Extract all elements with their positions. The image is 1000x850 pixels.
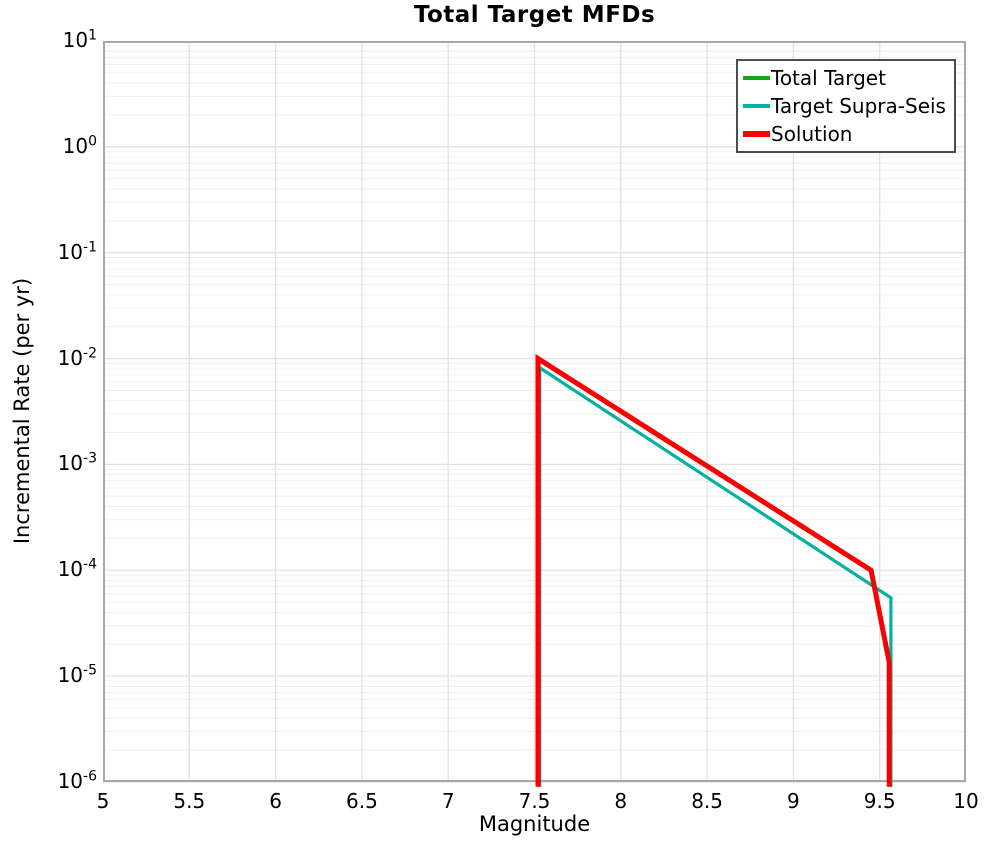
- y-tick-label: 101: [62, 27, 97, 52]
- x-tick-label: 6.5: [345, 789, 378, 813]
- legend-item-target-supra-seis: Target Supra-Seis: [743, 92, 946, 120]
- chart-title: Total Target MFDs: [413, 2, 656, 28]
- x-tick-label: 6: [269, 789, 282, 813]
- legend-label: Solution: [771, 122, 853, 146]
- y-tick-label: 10-4: [57, 556, 97, 582]
- legend-item-total-target: Total Target: [743, 64, 946, 92]
- legend-label: Target Supra-Seis: [771, 94, 946, 118]
- y-axis-label: Incremental Rate (per yr): [10, 277, 34, 545]
- y-tick-label: 10-1: [57, 239, 97, 264]
- y-tick-label: 100: [62, 133, 97, 158]
- legend-item-solution: Solution: [743, 120, 946, 148]
- legend-swatch: [743, 104, 770, 108]
- legend-label: Total Target: [771, 66, 886, 90]
- series-total-target: [538, 364, 893, 787]
- x-tick-label: 5.5: [173, 789, 206, 813]
- legend: Total Target Target Supra-Seis Solution: [736, 59, 956, 153]
- legend-swatch: [743, 76, 770, 80]
- y-tick-label: 10-2: [57, 344, 97, 370]
- x-axis-label: Magnitude: [478, 812, 591, 836]
- x-tick-label: 5: [96, 789, 110, 813]
- series-target-supra-seis: [538, 364, 893, 787]
- x-tick-label: 8.5: [691, 789, 723, 813]
- plot-border: [103, 41, 966, 782]
- y-tick-label: 10-5: [57, 662, 97, 688]
- series-solution: [535, 354, 892, 787]
- x-tick-label: 8: [614, 789, 628, 813]
- y-tick-label: 10-6: [57, 768, 97, 793]
- x-tick-label: 10: [953, 789, 979, 813]
- y-tick-label: 10-3: [57, 450, 97, 476]
- x-tick-label: 7: [441, 789, 455, 813]
- legend-swatch: [743, 131, 770, 137]
- x-tick-label: 9.5: [863, 789, 896, 813]
- x-tick-label: 7.5: [518, 789, 551, 813]
- x-tick-label: 9: [787, 789, 800, 813]
- plot-area: [103, 41, 966, 787]
